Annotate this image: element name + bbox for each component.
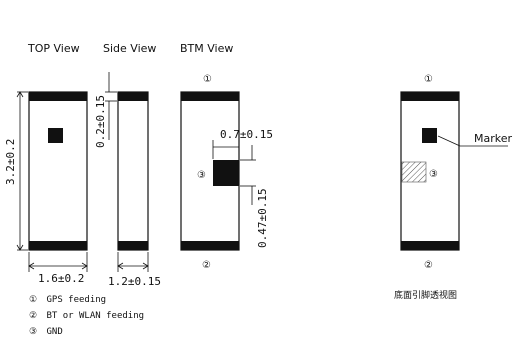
- pad-height-dimension: 0.47±0.15: [240, 145, 269, 248]
- marker-leader-line: [437, 135, 461, 147]
- legend-item-3-text: GND: [47, 327, 63, 337]
- gnd-pad: [213, 160, 239, 186]
- marker-callout: Marker: [437, 132, 512, 147]
- legend-item-3-num: ③: [29, 327, 37, 337]
- side-view-body: [117, 91, 149, 251]
- legend-item-2: ② BT or WLAN feeding: [29, 311, 144, 321]
- hatched-gnd-pad: [401, 161, 427, 183]
- pin-legend: ① GPS feeding ② BT or WLAN feeding ③ GND: [29, 295, 144, 337]
- pad-height-label: 0.47±0.15: [256, 188, 269, 248]
- terminal-thickness-dimension: 0.2±0.15: [94, 72, 117, 148]
- side-top-terminal: [118, 92, 148, 101]
- top-view-body: [28, 91, 88, 251]
- legend-item-2-num: ②: [29, 311, 37, 321]
- side-width-label: 1.2±0.15: [108, 275, 161, 288]
- marker-square: [422, 128, 437, 143]
- pad-width-label: 0.7±0.15: [220, 128, 273, 141]
- side-view-title: Side View: [103, 42, 156, 55]
- marker-label: Marker: [474, 132, 512, 145]
- side-view: [117, 91, 149, 251]
- bottom-pin-view: ① ② ③: [400, 74, 460, 271]
- bottom-pin-2-label: ②: [424, 260, 433, 271]
- pin-3-label: ③: [197, 170, 206, 181]
- legend-item-1: ① GPS feeding: [29, 295, 106, 305]
- legend-item-3: ③ GND: [29, 327, 63, 337]
- pin-2-label: ②: [202, 260, 211, 271]
- btm-view-title: BTM View: [180, 42, 233, 55]
- bottom-terminal: [29, 241, 87, 250]
- pad-width-dimension: 0.7±0.15: [212, 128, 273, 159]
- pin-1-label: ①: [203, 74, 212, 85]
- legend-item-1-text: GPS feeding: [47, 295, 107, 305]
- btm-top-terminal: [181, 92, 239, 101]
- height-dimension: 3.2±0.2: [4, 91, 28, 251]
- top-terminal: [29, 92, 87, 101]
- orientation-marker: [48, 128, 63, 143]
- bottom-pin-3-label: ③: [429, 169, 438, 180]
- btm-bottom-terminal: [181, 241, 239, 250]
- bottom-view-caption: 底面引脚透视图: [394, 289, 457, 301]
- top-view-title: TOP View: [27, 42, 80, 55]
- top-view: [28, 91, 88, 251]
- height-dimension-label: 3.2±0.2: [4, 139, 17, 185]
- side-bottom-terminal: [118, 241, 148, 250]
- bottom-pin-1-label: ①: [424, 74, 433, 85]
- btm-view: ① ② ③: [180, 74, 240, 271]
- bottom-pin-top-terminal: [401, 92, 459, 101]
- bottom-pin-bottom-terminal: [401, 241, 459, 250]
- legend-item-2-text: BT or WLAN feeding: [47, 311, 145, 321]
- legend-item-1-num: ①: [29, 295, 37, 305]
- terminal-thickness-label: 0.2±0.15: [94, 95, 107, 148]
- side-width-dimension: 1.2±0.15: [108, 252, 161, 288]
- width-dimension-label: 1.6±0.2: [38, 272, 84, 285]
- width-dimension: 1.6±0.2: [28, 252, 88, 285]
